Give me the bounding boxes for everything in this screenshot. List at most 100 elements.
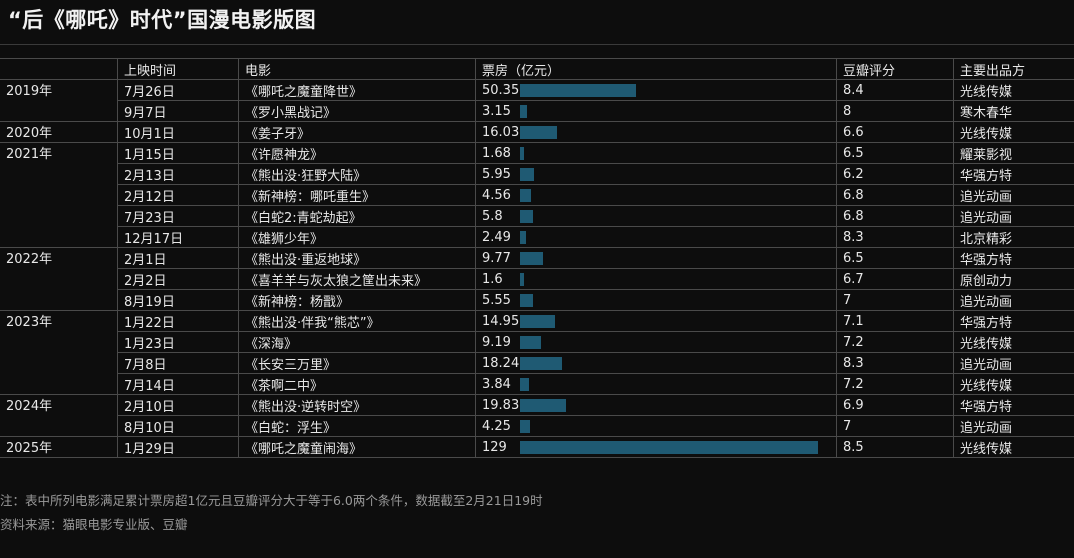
year-cell: 2021年 [0, 142, 118, 248]
douban-score-cell: 6.5 [836, 247, 954, 269]
box-office-bar [520, 357, 563, 370]
douban-score-cell: 6.5 [836, 142, 954, 164]
box-office-value: 9.19 [482, 334, 511, 350]
douban-score-cell: 6.6 [836, 121, 954, 143]
table-row: 2020年 10月1日 《姜子牙》 16.03 6.6 光线传媒 [0, 121, 1074, 143]
film-title-cell: 《茶啊二中》 [238, 373, 476, 395]
release-date-cell: 12月17日 [117, 226, 239, 248]
box-office-value: 14.95 [482, 313, 520, 329]
douban-score-cell: 7 [836, 415, 954, 437]
film-title-cell: 《姜子牙》 [238, 121, 476, 143]
box-office-bar [520, 105, 528, 118]
box-office-bar [520, 252, 543, 265]
douban-score-cell: 8.5 [836, 436, 954, 458]
film-title-cell: 《白蛇2:青蛇劫起》 [238, 205, 476, 227]
table-body: 2019年 7月26日 《哪吒之魔童降世》 50.35 8.4 光线传媒 9月7日 《罗小黑战… [0, 79, 1074, 458]
header-film: 电影 [238, 58, 476, 80]
producer-cell: 原创动力 [953, 268, 1074, 290]
film-title-cell: 《哪吒之魔童闹海》 [238, 436, 476, 458]
footnote: 注：表中所列电影满足累计票房超1亿元且豆瓣评分大于等于6.0两个条件，数据截至2… [0, 493, 543, 508]
year-cell: 2020年 [0, 121, 118, 143]
box-office-bar [520, 84, 637, 97]
douban-score-cell: 6.7 [836, 268, 954, 290]
box-office-value: 9.77 [482, 250, 511, 266]
box-office-value: 50.35 [482, 82, 520, 98]
douban-score-cell: 7 [836, 289, 954, 311]
box-office-cell: 1.68 [475, 142, 837, 164]
year-cell: 2019年 [0, 79, 118, 122]
table-row: 7月14日 《茶啊二中》 3.84 7.2 光线传媒 [0, 373, 1074, 395]
table-row: 2019年 7月26日 《哪吒之魔童降世》 50.35 8.4 光线传媒 [0, 79, 1074, 122]
box-office-value: 1.68 [482, 145, 511, 161]
producer-cell: 追光动画 [953, 205, 1074, 227]
release-date-cell: 7月14日 [117, 373, 239, 395]
release-date-cell: 9月7日 [117, 100, 239, 122]
release-date-cell: 1月23日 [117, 331, 239, 353]
title-divider [0, 44, 1074, 45]
box-office-bar [520, 420, 530, 433]
box-office-value: 5.95 [482, 166, 511, 182]
producer-cell: 北京精彩 [953, 226, 1074, 248]
box-office-cell: 9.19 [475, 331, 837, 353]
box-office-table: 上映时间 电影 票房（亿元） 豆瓣评分 主要出品方 2019年 7月26日 《哪吒之… [0, 58, 1074, 458]
film-title-cell: 《熊出没·伴我“熊芯”》 [238, 310, 476, 332]
douban-score-cell: 7.2 [836, 331, 954, 353]
table-row: 8月10日 《白蛇：浮生》 4.25 7 追光动画 [0, 415, 1074, 437]
producer-cell: 光线传媒 [953, 331, 1074, 353]
table-header-row: 上映时间 电影 票房（亿元） 豆瓣评分 主要出品方 [0, 58, 1074, 80]
douban-score-cell: 8 [836, 100, 954, 122]
film-title-cell: 《新神榜：哪吒重生》 [238, 184, 476, 206]
table-row: 2月2日 《喜羊羊与灰太狼之筐出未来》 1.6 6.7 原创动力 [0, 268, 1074, 290]
table-row: 12月17日 《雄狮少年》 2.49 8.3 北京精彩 [0, 226, 1074, 248]
release-date-cell: 2月12日 [117, 184, 239, 206]
box-office-value: 3.84 [482, 376, 511, 392]
producer-cell: 光线传媒 [953, 121, 1074, 143]
box-office-value: 18.24 [482, 355, 520, 371]
box-office-cell: 4.25 [475, 415, 837, 437]
box-office-value: 4.25 [482, 418, 511, 434]
producer-cell: 耀莱影视 [953, 142, 1074, 164]
producer-cell: 华强方特 [953, 163, 1074, 185]
film-title-cell: 《长安三万里》 [238, 352, 476, 374]
table-row: 2月12日 《新神榜：哪吒重生》 4.56 6.8 追光动画 [0, 184, 1074, 206]
release-date-cell: 8月10日 [117, 415, 239, 437]
header-douban-score: 豆瓣评分 [836, 58, 954, 80]
box-office-cell: 5.55 [475, 289, 837, 311]
producer-cell: 寒木春华 [953, 100, 1074, 122]
douban-score-cell: 8.4 [836, 79, 954, 101]
douban-score-cell: 7.2 [836, 373, 954, 395]
box-office-bar [520, 168, 534, 181]
release-date-cell: 1月22日 [117, 310, 239, 332]
box-office-cell: 3.15 [475, 100, 837, 122]
film-title-cell: 《罗小黑战记》 [238, 100, 476, 122]
release-date-cell: 2月1日 [117, 247, 239, 269]
film-title-cell: 《雄狮少年》 [238, 226, 476, 248]
box-office-bar [520, 399, 566, 412]
box-office-value: 129 [482, 439, 507, 455]
box-office-bar [520, 189, 531, 202]
box-office-cell: 50.35 [475, 79, 837, 101]
producer-cell: 华强方特 [953, 247, 1074, 269]
producer-cell: 光线传媒 [953, 373, 1074, 395]
box-office-bar [520, 126, 558, 139]
producer-cell: 华强方特 [953, 394, 1074, 416]
box-office-cell: 14.95 [475, 310, 837, 332]
table-row: 2021年 1月15日 《许愿神龙》 1.68 6.5 耀莱影视 [0, 142, 1074, 248]
release-date-cell: 8月19日 [117, 289, 239, 311]
table-row: 2月13日 《熊出没·狂野大陆》 5.95 6.2 华强方特 [0, 163, 1074, 185]
producer-cell: 追光动画 [953, 289, 1074, 311]
table-row: 7月8日 《长安三万里》 18.24 8.3 追光动画 [0, 352, 1074, 374]
producer-cell: 追光动画 [953, 184, 1074, 206]
box-office-bar [520, 231, 526, 244]
release-date-cell: 2月13日 [117, 163, 239, 185]
film-title-cell: 《熊出没·逆转时空》 [238, 394, 476, 416]
box-office-bar [520, 315, 555, 328]
box-office-value: 2.49 [482, 229, 511, 245]
box-office-value: 3.15 [482, 103, 511, 119]
box-office-cell: 18.24 [475, 352, 837, 374]
release-date-cell: 10月1日 [117, 121, 239, 143]
year-cell: 2025年 [0, 436, 118, 458]
producer-cell: 光线传媒 [953, 436, 1074, 458]
header-date: 上映时间 [117, 58, 239, 80]
douban-score-cell: 8.3 [836, 226, 954, 248]
